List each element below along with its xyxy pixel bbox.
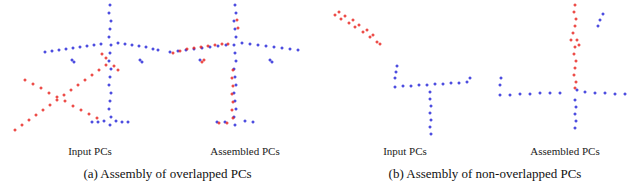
svg-text:Input PCs: Input PCs bbox=[383, 145, 427, 157]
svg-text:(b) Assembly of non-overlapped: (b) Assembly of non-overlapped PCs bbox=[389, 166, 582, 181]
svg-text:Input PCs: Input PCs bbox=[68, 145, 112, 157]
svg-text:(a) Assembly of overlapped PCs: (a) Assembly of overlapped PCs bbox=[83, 166, 251, 181]
svg-text:Assembled PCs: Assembled PCs bbox=[210, 145, 279, 157]
svg-text:Assembled PCs: Assembled PCs bbox=[530, 145, 599, 157]
